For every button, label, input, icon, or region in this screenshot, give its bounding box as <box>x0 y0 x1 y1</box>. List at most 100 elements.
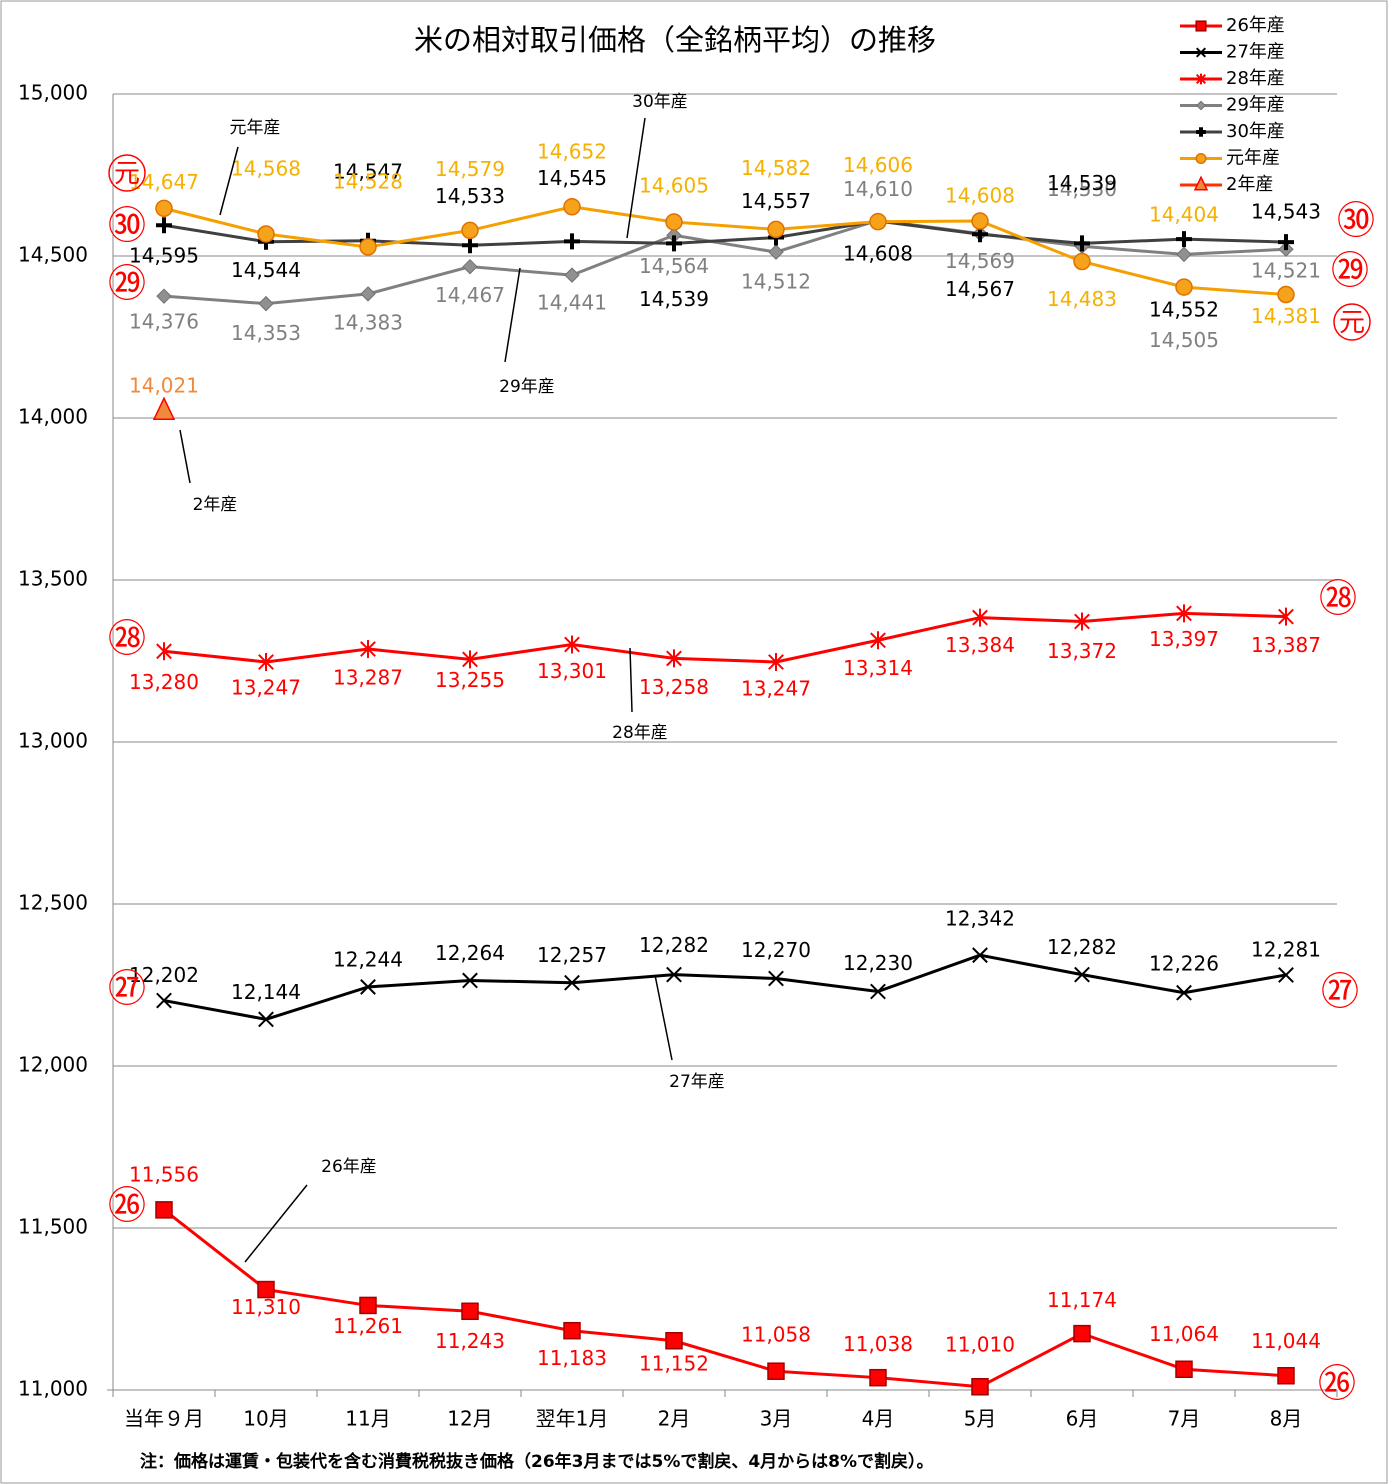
value-label: 14,467 <box>435 283 505 307</box>
marker <box>359 238 377 256</box>
marker <box>869 1368 887 1387</box>
marker <box>360 640 376 659</box>
callout-line <box>179 429 191 484</box>
value-label: 14,582 <box>741 156 811 180</box>
value-label: 13,247 <box>741 676 811 700</box>
marker <box>1195 20 1207 32</box>
value-label: 14,521 <box>1251 259 1321 283</box>
marker <box>1175 278 1193 296</box>
annotation: 30年産 <box>632 92 688 112</box>
annotation: 元年産 <box>230 118 281 138</box>
value-label: 12,202 <box>129 963 199 987</box>
value-label: 13,314 <box>843 656 913 680</box>
value-label: 14,530 <box>1047 177 1117 201</box>
marker <box>665 1332 683 1350</box>
value-label: 14,376 <box>129 310 199 334</box>
value-label: 14,608 <box>843 242 913 266</box>
value-label: 14,512 <box>741 270 811 294</box>
series-line <box>163 611 1287 664</box>
value-label: 14,539 <box>1047 171 1117 195</box>
marker <box>257 225 275 243</box>
marker <box>768 652 784 671</box>
marker <box>564 635 580 654</box>
marker <box>156 992 172 1009</box>
y-tick-label: 15,000 <box>18 81 88 105</box>
value-label: 14,021 <box>129 374 199 398</box>
value-label: 14,539 <box>639 287 709 311</box>
marker <box>1176 231 1192 248</box>
marker <box>870 983 886 1000</box>
marker <box>869 212 887 231</box>
marker <box>1193 175 1209 191</box>
marker <box>1195 152 1207 165</box>
side-label: ㉘ <box>108 617 146 661</box>
value-label: 11,310 <box>231 1295 301 1319</box>
y-tick-label: 11,500 <box>18 1215 88 1239</box>
marker <box>564 267 580 283</box>
series-line <box>163 953 1287 1021</box>
y-tick-label: 12,500 <box>18 891 88 915</box>
marker <box>1176 604 1192 623</box>
value-label: 13,372 <box>1047 639 1117 663</box>
value-label: 14,564 <box>639 254 709 278</box>
value-label: 13,247 <box>231 675 301 699</box>
y-tick-label: 11,000 <box>18 1377 88 1401</box>
value-label: 14,567 <box>945 277 1015 301</box>
legend-label: 26年産 <box>1226 15 1285 36</box>
marker <box>767 1362 785 1380</box>
marker <box>1074 966 1090 983</box>
marker <box>665 213 683 231</box>
value-label: 11,261 <box>333 1314 403 1338</box>
value-label: 14,595 <box>129 244 199 268</box>
x-tick-label: 5月 <box>964 1407 997 1431</box>
marker <box>563 198 581 216</box>
marker <box>1073 252 1091 271</box>
value-label: 12,226 <box>1149 951 1219 975</box>
value-label: 11,556 <box>129 1162 199 1186</box>
side-label: ㉚ <box>1337 199 1375 243</box>
callout-line <box>504 267 521 363</box>
marker <box>666 966 682 983</box>
series-line <box>163 219 1287 247</box>
marker <box>1278 967 1294 983</box>
value-label: 11,183 <box>537 1346 607 1370</box>
callout-line <box>626 117 646 239</box>
value-label: 13,387 <box>1251 633 1321 657</box>
value-label: 11,064 <box>1149 1322 1219 1346</box>
marker <box>462 258 478 275</box>
marker <box>156 642 172 661</box>
marker <box>972 947 988 964</box>
value-label: 14,505 <box>1149 328 1219 352</box>
series-line <box>163 1208 1287 1389</box>
value-label: 12,282 <box>1047 935 1117 959</box>
legend-label: 元年産 <box>1226 148 1280 169</box>
value-label: 11,044 <box>1251 1329 1321 1353</box>
value-label: 14,568 <box>231 156 301 180</box>
value-label: 14,579 <box>435 157 505 181</box>
value-label: 14,652 <box>537 139 607 163</box>
marker <box>564 974 580 991</box>
value-label: 11,038 <box>843 1332 913 1356</box>
side-label: ㉚ <box>108 204 146 248</box>
marker <box>1277 1366 1295 1385</box>
chart-title: 米の相対取引価格（全銘柄平均）の推移 <box>414 23 936 57</box>
side-label: 元 <box>114 159 140 189</box>
value-label: 13,287 <box>333 666 403 690</box>
value-label: 14,557 <box>741 189 811 213</box>
marker <box>666 649 682 668</box>
value-label: 14,353 <box>231 321 301 345</box>
value-label: 14,606 <box>843 153 913 177</box>
y-tick-label: 12,000 <box>18 1053 88 1077</box>
value-label: 11,058 <box>741 1323 811 1347</box>
marker <box>1195 47 1207 58</box>
x-tick-label: 7月 <box>1168 1407 1201 1431</box>
annotation: 27年産 <box>669 1072 725 1092</box>
value-label: 11,152 <box>639 1351 709 1375</box>
x-tick-label: 6月 <box>1066 1407 1099 1431</box>
marker <box>767 220 785 239</box>
x-tick-label: 翌年1月 <box>536 1407 609 1431</box>
marker <box>971 212 989 230</box>
value-label: 14,528 <box>333 169 403 193</box>
legend-label: 27年産 <box>1226 42 1285 63</box>
legend-label: 30年産 <box>1226 121 1285 142</box>
